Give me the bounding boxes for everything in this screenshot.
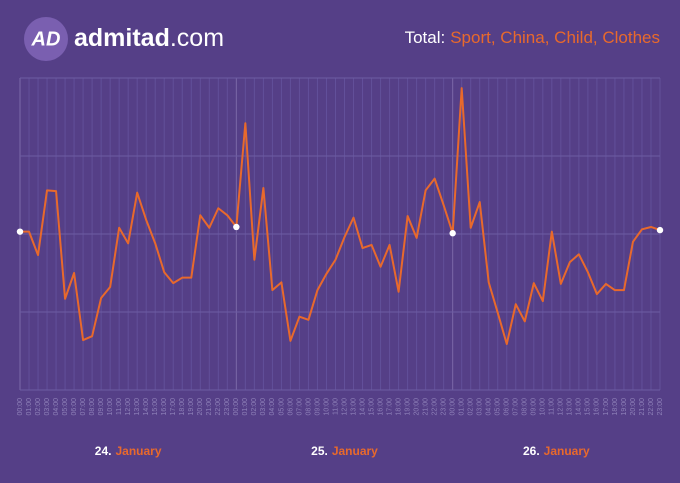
x-tick-label: 15:00 <box>152 398 159 416</box>
x-tick-label: 16:00 <box>377 398 384 416</box>
x-tick-label: 07:00 <box>296 398 303 416</box>
x-tick-label: 05:00 <box>62 398 69 416</box>
x-tick-label: 06:00 <box>71 398 78 416</box>
x-tick-label: 19:00 <box>188 398 195 416</box>
x-tick-label: 01:00 <box>26 398 33 416</box>
x-tick-label: 08:00 <box>89 398 96 416</box>
x-tick-label: 17:00 <box>386 398 393 416</box>
x-tick-label: 09:00 <box>531 398 538 416</box>
x-tick-label: 00:00 <box>233 398 240 416</box>
x-tick-label: 01:00 <box>242 398 249 416</box>
x-tick-label: 02:00 <box>468 398 475 416</box>
x-tick-label: 22:00 <box>648 398 655 416</box>
x-tick-label: 15:00 <box>368 398 375 416</box>
x-tick-label: 13:00 <box>567 398 574 416</box>
x-tick-label: 20:00 <box>413 398 420 416</box>
day-label: 25. January <box>311 444 378 458</box>
x-tick-label: 14:00 <box>576 398 583 416</box>
x-tick-label: 07:00 <box>513 398 520 416</box>
x-tick-label: 11:00 <box>332 398 339 415</box>
x-tick-label: 00:00 <box>17 398 24 416</box>
x-tick-label: 11:00 <box>549 398 556 415</box>
x-tick-label: 12:00 <box>341 398 348 416</box>
x-tick-label: 11:00 <box>116 398 123 415</box>
x-tick-label: 14:00 <box>359 398 366 416</box>
x-tick-label: 10:00 <box>323 398 330 416</box>
logo: AD <box>31 28 61 50</box>
x-tick-label: 15:00 <box>585 398 592 416</box>
x-tick-label: 12:00 <box>125 398 132 416</box>
brand: admitad.com <box>74 24 224 52</box>
x-tick-label: 23:00 <box>224 398 231 416</box>
x-tick-label: 09:00 <box>98 398 105 416</box>
x-tick-label: 04:00 <box>486 398 493 416</box>
x-tick-label: 18:00 <box>395 398 402 416</box>
x-tick-label: 08:00 <box>522 398 529 416</box>
point-marker <box>656 226 664 234</box>
x-tick-label: 21:00 <box>639 398 646 416</box>
day-label: 26. January <box>523 444 590 458</box>
x-tick-label: 21:00 <box>206 398 213 416</box>
month: January <box>115 444 161 458</box>
x-tick-label: 07:00 <box>80 398 87 416</box>
title-label: Total: <box>405 28 446 47</box>
x-tick-label: 14:00 <box>143 398 150 416</box>
x-tick-label: 13:00 <box>134 398 141 416</box>
day: 26. <box>523 444 540 458</box>
x-tick-label: 06:00 <box>504 398 511 416</box>
x-tick-label: 03:00 <box>477 398 484 416</box>
x-tick-label: 22:00 <box>215 398 222 416</box>
x-tick-label: 02:00 <box>251 398 258 416</box>
x-tick-label: 00:00 <box>450 398 457 416</box>
x-tick-label: 18:00 <box>612 398 619 416</box>
x-tick-label: 16:00 <box>161 398 168 416</box>
month: January <box>332 444 378 458</box>
x-tick-label: 04:00 <box>269 398 276 416</box>
x-tick-label: 19:00 <box>621 398 628 416</box>
x-tick-label: 13:00 <box>350 398 357 416</box>
day-label: 24. January <box>95 444 162 458</box>
point-marker <box>233 223 240 231</box>
x-tick-label: 10:00 <box>107 398 114 416</box>
x-tick-label: 03:00 <box>44 398 51 416</box>
x-tick-label: 12:00 <box>558 398 565 416</box>
point-marker <box>16 228 24 235</box>
x-tick-label: 16:00 <box>594 398 601 416</box>
x-tick-label: 18:00 <box>179 398 186 416</box>
x-tick-label: 19:00 <box>404 398 411 416</box>
x-tick-label: 17:00 <box>170 398 177 416</box>
x-tick-label: 06:00 <box>287 398 294 416</box>
line <box>20 87 661 345</box>
title: Total: Sport, China, Child, Clothes <box>405 28 660 47</box>
x-tick-label: 05:00 <box>278 398 285 416</box>
x-tick-label: 01:00 <box>459 398 466 416</box>
day: 24. <box>95 444 112 458</box>
x-tick-label: 03:00 <box>260 398 267 416</box>
day: 25. <box>311 444 328 458</box>
month: January <box>544 444 590 458</box>
title-text: Sport, China, Child, Clothes <box>450 28 660 47</box>
x-tick-label: 22:00 <box>431 398 438 416</box>
x-tick-label: 02:00 <box>35 398 42 416</box>
point-marker <box>449 230 456 237</box>
x-tick-label: 04:00 <box>53 398 60 416</box>
brand-name: admitad <box>74 24 170 52</box>
x-tick-label: 05:00 <box>495 398 502 416</box>
x-tick-label: 08:00 <box>305 398 312 416</box>
x-tick-label: 20:00 <box>197 398 204 416</box>
x-tick-label: 10:00 <box>540 398 547 416</box>
brand-domain: .com <box>170 24 224 52</box>
logo-circle <box>24 17 68 61</box>
x-tick-label: 09:00 <box>314 398 321 416</box>
x-tick-label: 21:00 <box>422 398 429 416</box>
x-tick-label: 23:00 <box>657 398 664 416</box>
x-tick-label: 20:00 <box>630 398 637 416</box>
x-tick-label: 17:00 <box>603 398 610 416</box>
x-tick-label: 23:00 <box>441 398 448 416</box>
